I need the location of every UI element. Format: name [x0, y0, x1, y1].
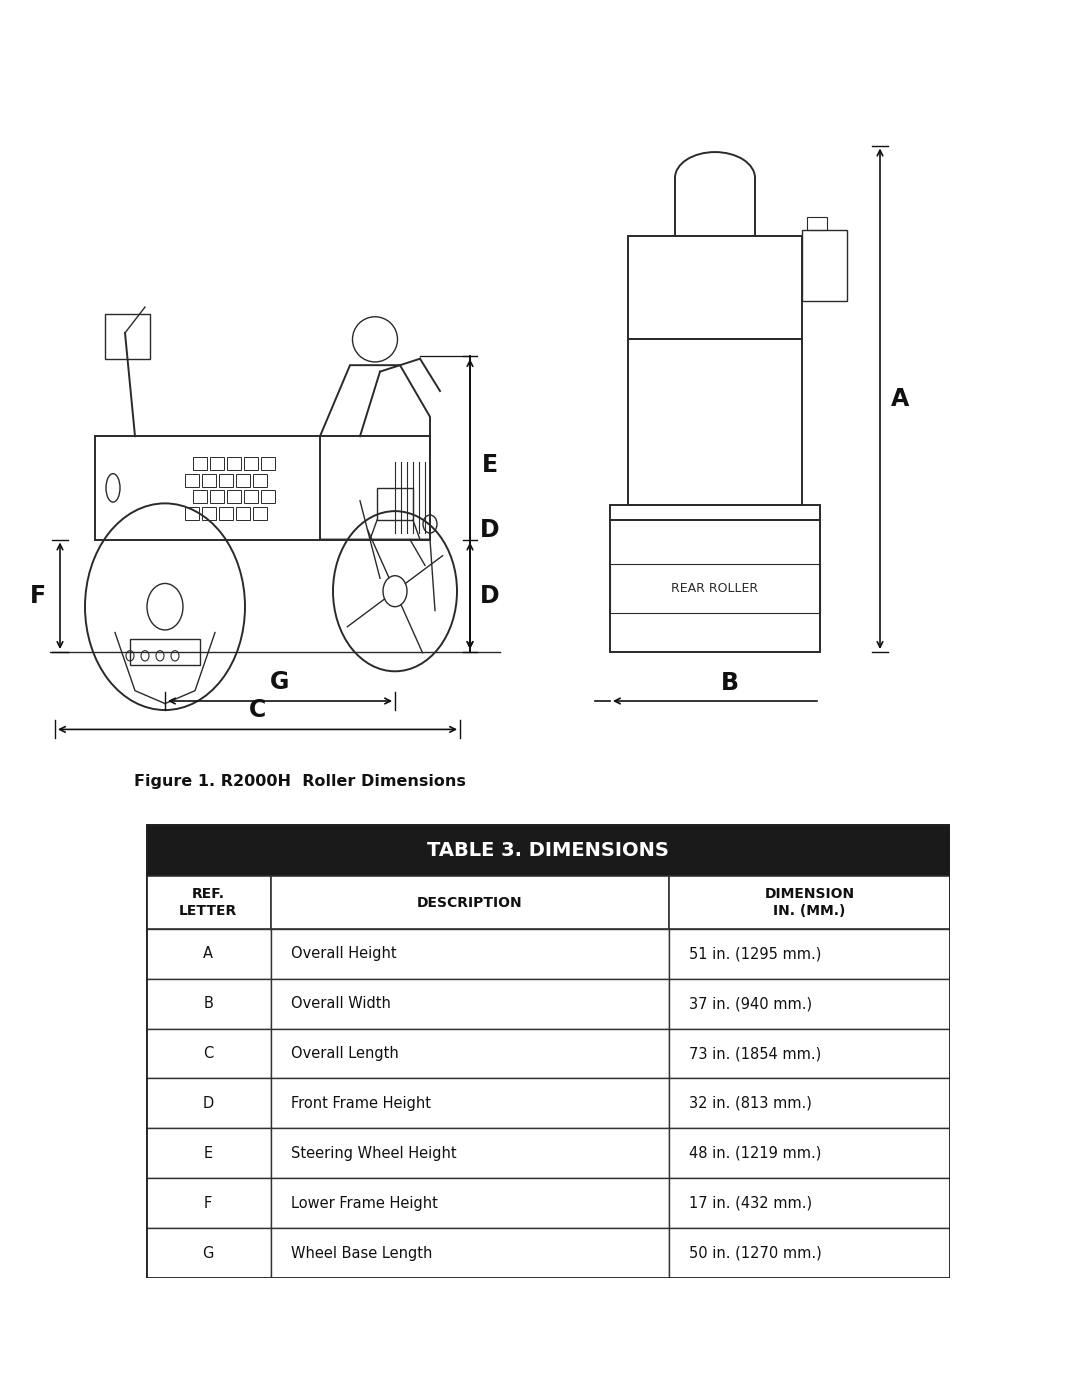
Text: 51 in. (1295 mm.): 51 in. (1295 mm.) [689, 946, 821, 961]
Text: D: D [203, 1097, 214, 1111]
Bar [146, 824, 950, 876]
Text: Overall Length: Overall Length [291, 1046, 399, 1060]
Bar [669, 1179, 950, 1228]
Bar [237, 474, 249, 486]
Bar [807, 217, 827, 229]
Bar [130, 638, 200, 665]
Bar [253, 507, 267, 520]
Bar [210, 490, 224, 503]
Bar [669, 1228, 950, 1278]
Text: Wheel Base Length: Wheel Base Length [291, 1246, 432, 1260]
Bar [227, 490, 241, 503]
Bar [146, 929, 270, 978]
Text: Steering Wheel Height: Steering Wheel Height [291, 1146, 456, 1161]
Text: TABLE 3. DIMENSIONS: TABLE 3. DIMENSIONS [428, 841, 669, 859]
Text: G: G [202, 1246, 214, 1260]
Text: D: D [481, 518, 500, 542]
Text: A: A [203, 946, 213, 961]
Text: Front Frame Height: Front Frame Height [291, 1097, 431, 1111]
Bar [270, 1228, 669, 1278]
Bar [185, 507, 199, 520]
Text: Overall Width: Overall Width [291, 996, 391, 1011]
Bar [219, 474, 233, 486]
Text: 37 in. (940 mm.): 37 in. (940 mm.) [689, 996, 812, 1011]
Bar [627, 236, 802, 339]
Bar [377, 488, 413, 520]
Bar [627, 339, 802, 504]
Text: DESCRIPTION: DESCRIPTION [417, 895, 523, 909]
Bar [146, 1228, 270, 1278]
Bar [270, 876, 669, 929]
Bar [610, 564, 820, 613]
Bar [270, 1078, 669, 1129]
Bar [802, 229, 847, 300]
Text: DIMENSION
IN. (MM.): DIMENSION IN. (MM.) [765, 887, 854, 918]
Bar [193, 457, 207, 469]
Text: 17 in. (432 mm.): 17 in. (432 mm.) [689, 1196, 812, 1211]
Text: Lower Frame Height: Lower Frame Height [291, 1196, 437, 1211]
Text: B: B [721, 671, 739, 694]
Bar [270, 929, 669, 978]
Bar [669, 978, 950, 1028]
Bar [270, 1028, 669, 1078]
Text: REF.
LETTER: REF. LETTER [179, 887, 238, 918]
Text: 48 in. (1219 mm.): 48 in. (1219 mm.) [689, 1146, 821, 1161]
Text: D: D [481, 584, 500, 608]
Bar [219, 507, 233, 520]
Bar [193, 490, 207, 503]
Bar [146, 1179, 270, 1228]
Bar [261, 457, 275, 469]
Text: F: F [30, 584, 46, 608]
Bar [270, 978, 669, 1028]
Bar [146, 876, 270, 929]
Text: R2000H — DIMENSIONS: R2000H — DIMENSIONS [656, 28, 1042, 56]
Bar [146, 1078, 270, 1129]
Bar [261, 490, 275, 503]
Bar [202, 507, 216, 520]
Text: E: E [204, 1146, 213, 1161]
Text: C: C [248, 698, 266, 722]
Text: Overall Height: Overall Height [291, 946, 396, 961]
Text: G: G [270, 669, 289, 694]
Bar [210, 457, 224, 469]
Bar [146, 1028, 270, 1078]
Bar [669, 1129, 950, 1179]
Bar [610, 520, 820, 652]
Bar [669, 876, 950, 929]
Text: C: C [203, 1046, 213, 1060]
Text: 73 in. (1854 mm.): 73 in. (1854 mm.) [689, 1046, 821, 1060]
Bar [202, 474, 216, 486]
Bar [237, 507, 249, 520]
Bar [270, 1129, 669, 1179]
Bar [669, 1078, 950, 1129]
Text: PAGE 8 —R2000H RIDE-ON STATIC ROLLER  – OPERATION AND PARTS MANUAL – REV. #6 (11: PAGE 8 —R2000H RIDE-ON STATIC ROLLER – O… [214, 1363, 866, 1377]
Bar [610, 504, 820, 520]
Bar [669, 929, 950, 978]
Text: 32 in. (813 mm.): 32 in. (813 mm.) [689, 1097, 812, 1111]
Bar [244, 490, 258, 503]
Text: 50 in. (1270 mm.): 50 in. (1270 mm.) [689, 1246, 822, 1260]
Text: B: B [203, 996, 213, 1011]
Bar [669, 1028, 950, 1078]
Text: Figure 1. R2000H  Roller Dimensions: Figure 1. R2000H Roller Dimensions [134, 774, 465, 788]
Text: A: A [891, 387, 909, 411]
Text: E: E [482, 453, 498, 478]
Text: REAR ROLLER: REAR ROLLER [672, 583, 758, 595]
Bar [244, 457, 258, 469]
Bar [146, 1129, 270, 1179]
Bar [253, 474, 267, 486]
Bar [95, 436, 430, 539]
Text: F: F [204, 1196, 213, 1211]
Bar [146, 978, 270, 1028]
Bar [227, 457, 241, 469]
Bar [185, 474, 199, 486]
Bar [270, 1179, 669, 1228]
